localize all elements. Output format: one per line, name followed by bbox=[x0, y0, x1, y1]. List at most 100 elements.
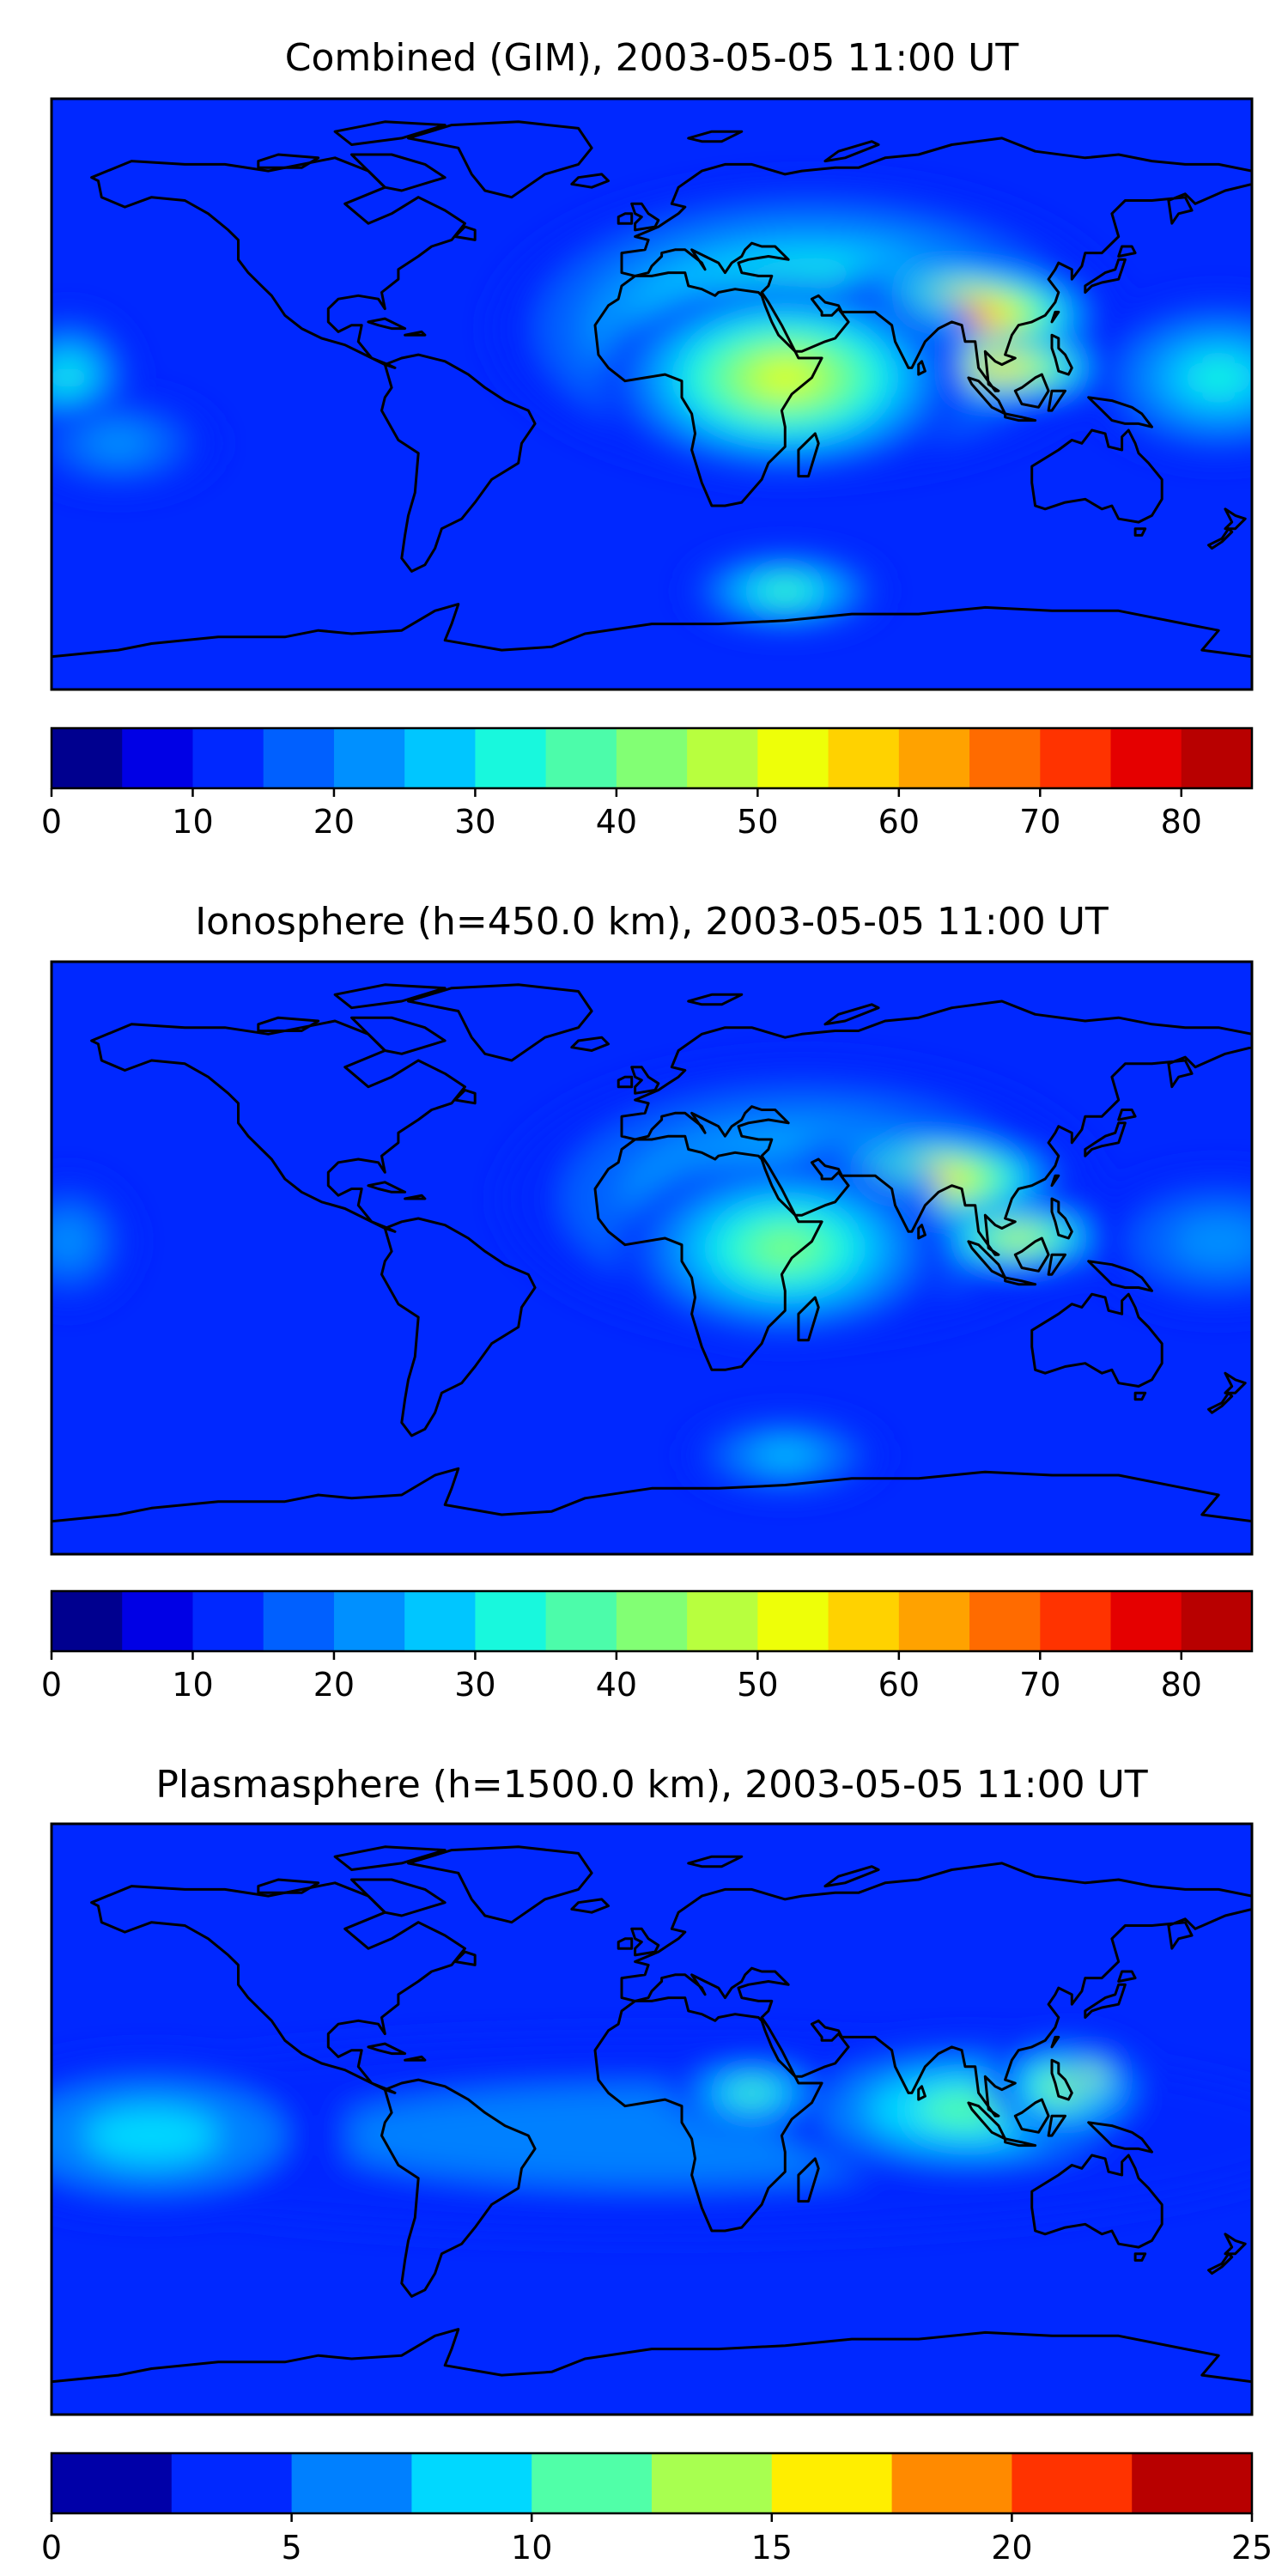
contour-level-6-2 bbox=[52, 1219, 91, 1264]
colorbar-bin bbox=[891, 2453, 1012, 2513]
panel-ionosphere: Ionosphere (h=450.0 km), 2003-05-05 11:0… bbox=[41, 900, 1254, 1704]
coastline-ireland bbox=[617, 212, 634, 225]
coastline-baffin bbox=[350, 1878, 447, 1917]
coastlines bbox=[52, 120, 1252, 690]
colorbar-tick-label: 5 bbox=[282, 2529, 302, 2567]
colorbar: 0 10 20 30 40 50 60 70 80 bbox=[41, 726, 1254, 841]
coastline-java bbox=[1004, 2137, 1037, 2148]
coastlines bbox=[52, 1845, 1252, 2415]
coastline-new-zealand bbox=[1224, 2233, 1247, 2256]
coastline-eurasia bbox=[620, 1862, 1252, 2117]
coastline-hispaniola bbox=[404, 330, 427, 337]
colorbar-bin bbox=[333, 728, 405, 788]
coastline-victoria-island bbox=[257, 1878, 320, 1894]
colorbar-bin bbox=[898, 728, 970, 788]
coastline-south-america bbox=[380, 353, 537, 573]
coastline-victoria-island bbox=[257, 1016, 320, 1032]
coastline-antarctica bbox=[52, 2328, 1252, 2415]
coastline-ireland bbox=[617, 1937, 634, 1950]
colorbar-tick-label: 20 bbox=[313, 803, 355, 841]
colorbar-bin bbox=[969, 1591, 1041, 1651]
colorbar-bin bbox=[545, 1591, 617, 1651]
coastline-new-guinea bbox=[1087, 2121, 1153, 2154]
colorbar-bin bbox=[1040, 728, 1112, 788]
colorbar-bin bbox=[475, 728, 547, 788]
coastline-sulawesi bbox=[1047, 2114, 1066, 2137]
colorbar-bin bbox=[122, 728, 193, 788]
colorbar-tick-label: 10 bbox=[511, 2529, 552, 2567]
colorbar-bin bbox=[333, 1591, 405, 1651]
chart-title: Plasmasphere (h=1500.0 km), 2003-05-05 1… bbox=[155, 1763, 1147, 1807]
colorbar-tick-label: 0 bbox=[41, 2529, 62, 2567]
coastline-java bbox=[1004, 1276, 1037, 1286]
colorbar-tick-label: 70 bbox=[1019, 803, 1060, 841]
colorbar-tick-label: 10 bbox=[172, 803, 213, 841]
coastline-newfoundland bbox=[453, 1089, 477, 1105]
colorbar-frame bbox=[50, 2451, 1254, 2515]
chart-title: Combined (GIM), 2003-05-05 11:00 UT bbox=[285, 36, 1019, 80]
coastline-hispaniola bbox=[404, 1194, 427, 1200]
colorbar-tick-label: 0 bbox=[41, 803, 62, 841]
coastline-philippines bbox=[1050, 333, 1073, 376]
coastline-tasmania bbox=[1133, 1391, 1147, 1401]
colorbar-bin bbox=[969, 728, 1041, 788]
contour-level-6-4 bbox=[54, 364, 82, 392]
colorbar-bin bbox=[475, 1591, 547, 1651]
colorbar-bin bbox=[757, 1591, 829, 1651]
coastline-uk bbox=[630, 1927, 660, 1957]
map-plot bbox=[52, 962, 1252, 1554]
colorbar-bin bbox=[652, 2453, 773, 2513]
panel-combined: Combined (GIM), 2003-05-05 11:00 UT 0 10 2… bbox=[41, 36, 1254, 841]
coastline-north-america bbox=[90, 156, 466, 369]
colorbar-bin bbox=[291, 2453, 412, 2513]
contour-field bbox=[52, 1060, 1252, 1495]
colorbar-bin bbox=[263, 1591, 335, 1651]
colorbar-tick-label: 50 bbox=[737, 803, 778, 841]
coastline-uk bbox=[630, 202, 660, 232]
colorbar-tick-label: 70 bbox=[1019, 1666, 1060, 1704]
coastline-taiwan bbox=[1050, 2035, 1060, 2049]
colorbar-tick-label: 20 bbox=[991, 2529, 1032, 2567]
coastline-africa bbox=[593, 271, 823, 507]
colorbar-tick-label: 60 bbox=[878, 1666, 920, 1704]
coastline-cuba bbox=[367, 1181, 407, 1194]
colorbar-tick-label: 25 bbox=[1231, 2529, 1273, 2567]
contour-level-3-10 bbox=[991, 364, 1013, 371]
coastline-north-america bbox=[90, 1019, 466, 1233]
colorbar-bin bbox=[1181, 728, 1253, 788]
coastline-hispaniola bbox=[404, 2055, 427, 2062]
colorbar-bin bbox=[1040, 1591, 1112, 1651]
coastline-uk bbox=[630, 1066, 660, 1095]
contour-level-5-2 bbox=[1174, 1217, 1252, 1266]
coastline-australia bbox=[1030, 2154, 1163, 2249]
colorbar-tick-label: 80 bbox=[1161, 1666, 1202, 1704]
coastline-new-guinea bbox=[1087, 1260, 1153, 1292]
coastline-sulawesi bbox=[1047, 1253, 1066, 1276]
coastline-novaya-zemlya bbox=[823, 1003, 880, 1026]
colorbar-tick-label: 50 bbox=[737, 1666, 778, 1704]
contour-field bbox=[52, 180, 1252, 631]
coastline-newfoundland bbox=[453, 225, 477, 241]
colorbar-bin bbox=[171, 2453, 293, 2513]
colorbar-bin bbox=[122, 1591, 193, 1651]
colorbar-tick-label: 80 bbox=[1161, 803, 1202, 841]
map-plot bbox=[52, 1824, 1252, 2415]
chart-title: Ionosphere (h=450.0 km), 2003-05-05 11:0… bbox=[195, 900, 1109, 944]
coastline-taiwan bbox=[1050, 1174, 1060, 1188]
coastline-newfoundland bbox=[453, 1950, 477, 1966]
colorbar-bin bbox=[52, 2453, 173, 2513]
coastline-ellesmere bbox=[333, 1845, 447, 1871]
coastline-eurasia bbox=[620, 999, 1252, 1256]
coastline-baffin bbox=[350, 1016, 447, 1055]
map-frame bbox=[50, 960, 1254, 1556]
coastline-hokkaido bbox=[1117, 245, 1137, 258]
coastline-philippines bbox=[1050, 1197, 1073, 1240]
coastline-svalbard bbox=[687, 1855, 744, 1868]
colorbar-bin bbox=[687, 1591, 758, 1651]
coastline-japan bbox=[1084, 1121, 1127, 1157]
coastline-sri-lanka bbox=[917, 1224, 927, 1240]
contour-level-8-5 bbox=[768, 584, 802, 598]
coastline-hokkaido bbox=[1117, 1970, 1137, 1983]
coastline-sri-lanka bbox=[917, 360, 927, 376]
